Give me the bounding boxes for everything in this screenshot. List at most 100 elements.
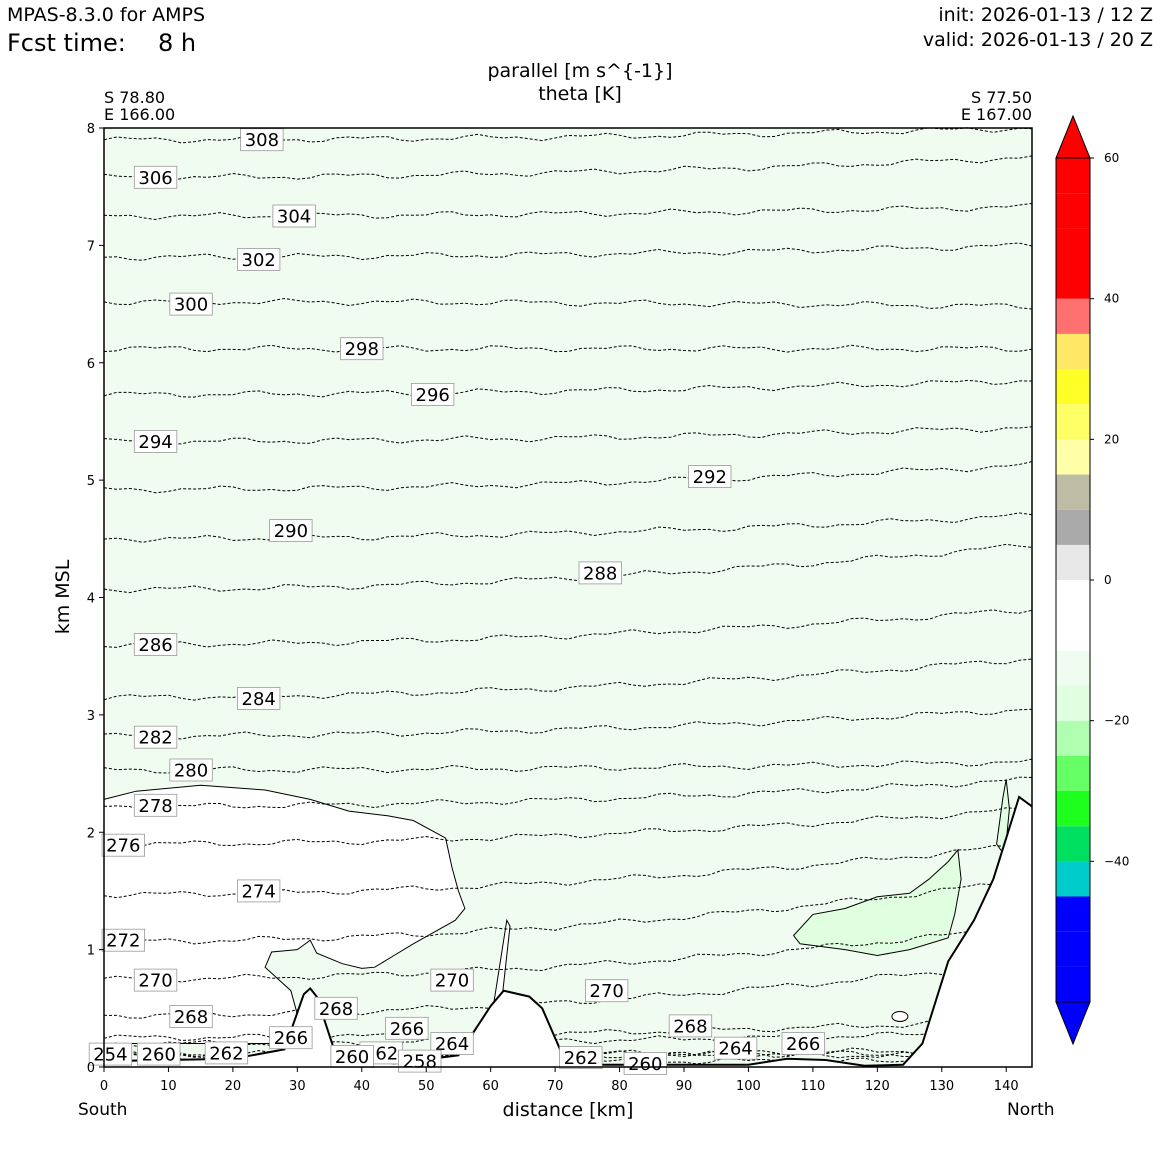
theta-label-286: 286 [133, 633, 178, 656]
theta-label-box [559, 1046, 603, 1069]
theta-label-box [101, 928, 145, 952]
theta-label-box [272, 204, 316, 228]
app-title: MPAS-8.3.0 for AMPS [7, 4, 206, 26]
theta-label-300: 300 [169, 292, 213, 316]
theta-label-258: 258 [398, 1049, 442, 1073]
colorbar-segment [1056, 966, 1090, 1002]
theta-contour-278 [103, 776, 1033, 811]
y-tick-label: 0 [87, 1061, 95, 1076]
theta-label-text: 270 [138, 971, 172, 992]
x-tick-label: 110 [800, 1079, 825, 1094]
theta-label-254: 254 [88, 1042, 133, 1066]
theta-label-296: 296 [410, 382, 455, 406]
theta-label-302: 302 [236, 248, 281, 271]
colorbar-segment [1056, 333, 1090, 369]
colorbar: 60 40 20 0 −20 −40 [1055, 114, 1129, 1046]
y-tick-label: 2 [87, 826, 95, 841]
theta-label-box [578, 561, 622, 585]
colorbar-segment [1056, 931, 1090, 967]
theta-label-text: 276 [106, 836, 140, 857]
left-endpoint-lat: S 78.80 [104, 88, 166, 107]
chart-title: parallel [m s^{-1}] [487, 60, 673, 82]
theta-label-294: 294 [133, 429, 178, 453]
theta-label-text: 290 [274, 521, 308, 542]
y-tick-label: 4 [87, 592, 95, 607]
theta-contour-304 [103, 203, 1033, 221]
theta-label-box [133, 968, 178, 992]
colorbar-segment [1056, 509, 1090, 545]
theta-label-270: 270 [585, 979, 629, 1003]
theta-label-text: 260 [335, 1047, 369, 1068]
theta-label-text: 268 [174, 1007, 208, 1028]
theta-label-box [269, 519, 313, 542]
theta-label-text: 286 [138, 635, 172, 656]
colorbar-segment [1056, 544, 1090, 580]
theta-label-text: 300 [174, 295, 208, 316]
x-tick-label: 120 [865, 1079, 890, 1094]
theta-contour-298 [103, 344, 1033, 353]
theta-label-box [781, 1032, 825, 1055]
colorbar-tick-label: 40 [1104, 292, 1119, 306]
right-endpoint-lon: E 167.00 [960, 105, 1032, 124]
x-tick-label: 0 [100, 1079, 108, 1094]
x-tick-label: 10 [160, 1079, 177, 1094]
theta-label-text: 302 [242, 250, 276, 271]
theta-contour-266 [103, 1019, 1033, 1042]
theta-label-text: 254 [93, 1045, 127, 1066]
theta-label-272: 272 [101, 928, 145, 952]
theta-label-box [169, 758, 213, 782]
theta-label-278: 278 [133, 793, 178, 817]
colorbar-segment [1056, 685, 1090, 721]
x-tick-label: 60 [482, 1079, 499, 1094]
theta-label-text: 268 [673, 1016, 707, 1037]
colorbar-segment [1056, 580, 1090, 616]
theta-label-text: 304 [277, 207, 311, 228]
small-wind-contour [891, 1011, 909, 1023]
x-tick-label: 40 [354, 1079, 371, 1094]
valid-time: valid: 2026-01-13 / 20 Z [922, 29, 1153, 51]
y-tick-label: 1 [87, 944, 95, 959]
colorbar-segment [1056, 896, 1090, 932]
y-tick-label: 7 [87, 239, 95, 254]
theta-contour-292 [103, 461, 1033, 494]
theta-label-box [133, 633, 178, 656]
theta-label-274: 274 [236, 879, 281, 902]
theta-label-box [269, 1026, 313, 1050]
theta-label-box [314, 996, 358, 1020]
theta-label-264: 264 [713, 1036, 758, 1060]
theta-label-box [585, 979, 629, 1003]
theta-label-text: 292 [693, 467, 727, 488]
theta-label-270: 270 [430, 968, 474, 992]
theta-label-text: 266 [786, 1034, 820, 1055]
theta-label-box [385, 1016, 429, 1040]
theta-label-270: 270 [133, 968, 178, 992]
theta-label-box [236, 248, 281, 271]
south-direction-label: South [78, 1100, 128, 1120]
theta-contour-300 [103, 297, 1033, 310]
theta-label-266: 266 [781, 1032, 825, 1055]
terrain-fill [104, 797, 1032, 1067]
theta-label-text: 288 [583, 563, 617, 584]
left-endpoint-lon: E 166.00 [104, 105, 176, 124]
theta-contour-306 [103, 155, 1033, 182]
theta-contour-286 [103, 609, 1033, 648]
forecast-time-value: 8 h [158, 29, 197, 57]
theta-label-268: 268 [314, 996, 358, 1020]
colorbar-segment [1056, 861, 1090, 897]
theta-label-box [169, 1005, 213, 1028]
theta-label-text: 258 [403, 1052, 437, 1073]
theta-label-262: 262 [559, 1046, 603, 1069]
x-tick-label: 130 [929, 1079, 954, 1094]
colorbar-extend-min [1055, 1001, 1091, 1046]
colorbar-segment [1056, 720, 1090, 756]
colorbar-segment [1056, 474, 1090, 510]
x-axis-label: distance [km] [502, 1099, 634, 1121]
theta-label-text: 274 [242, 881, 276, 902]
init-time: init: 2026-01-13 / 12 Z [938, 4, 1153, 26]
theta-contour-280 [103, 758, 1033, 774]
theta-label-box [88, 1042, 133, 1066]
theta-label-text: 270 [435, 971, 469, 992]
theta-label-text: 280 [174, 761, 208, 782]
x-tick-label: 80 [611, 1079, 628, 1094]
theta-label-text: 264 [435, 1034, 469, 1055]
